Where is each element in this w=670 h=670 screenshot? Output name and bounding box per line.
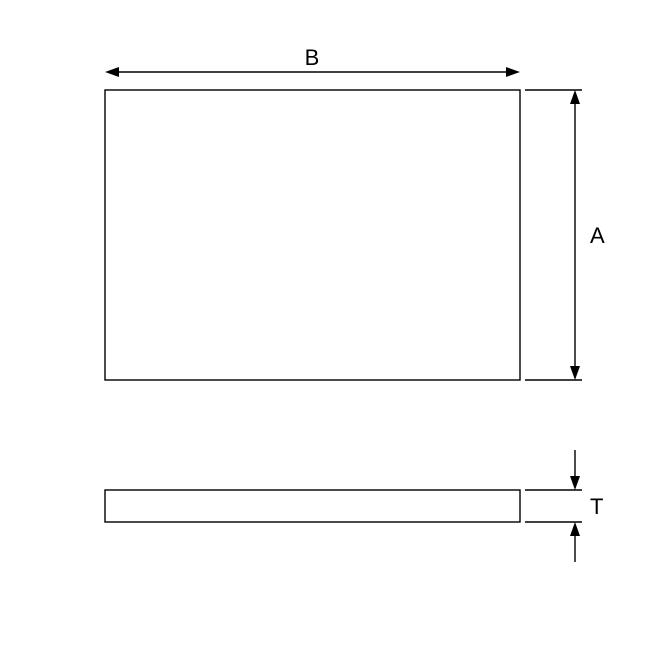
plan-view-rect: [105, 90, 520, 380]
arrowhead: [570, 476, 580, 490]
arrowhead: [506, 67, 520, 77]
arrowhead: [570, 522, 580, 536]
side-view-rect: [105, 490, 520, 522]
dim-b-label: B: [305, 45, 320, 70]
arrowhead: [570, 366, 580, 380]
arrowhead: [105, 67, 119, 77]
dim-t-label: T: [590, 494, 603, 519]
arrowhead: [570, 90, 580, 104]
dimension-diagram: B A T: [0, 0, 670, 670]
dim-a-label: A: [590, 223, 605, 248]
